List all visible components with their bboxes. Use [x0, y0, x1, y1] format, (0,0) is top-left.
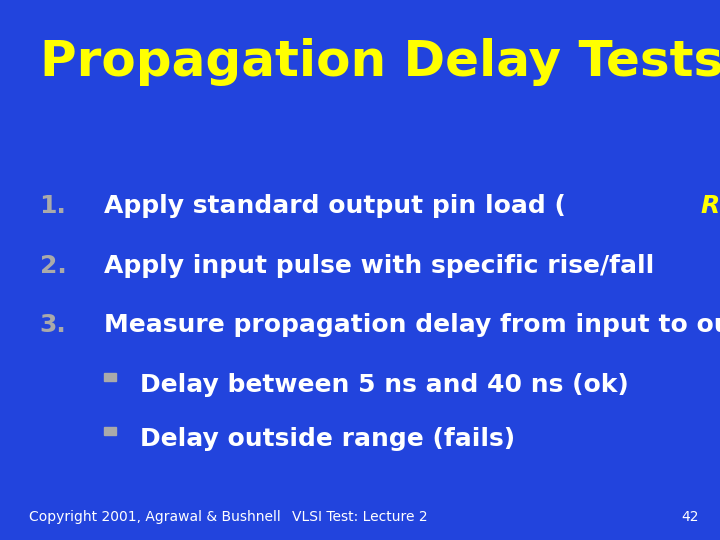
Text: 2.: 2. [40, 254, 66, 278]
Text: 1.: 1. [40, 194, 66, 218]
Bar [104, 373, 116, 381]
Text: Apply standard output pin load (: Apply standard output pin load ( [104, 194, 566, 218]
Text: VLSI Test: Lecture 2: VLSI Test: Lecture 2 [292, 510, 428, 524]
Text: 3.: 3. [40, 313, 66, 337]
Text: RC: RC [701, 194, 720, 218]
Text: Measure propagation delay from input to output: Measure propagation delay from input to … [104, 313, 720, 337]
Text: Delay outside range (fails): Delay outside range (fails) [140, 427, 516, 450]
Text: 42: 42 [681, 510, 698, 524]
Text: Apply input pulse with specific rise/fall: Apply input pulse with specific rise/fal… [104, 254, 654, 278]
Text: Propagation Delay Tests: Propagation Delay Tests [40, 38, 720, 86]
Text: Delay between 5 ns and 40 ns (ok): Delay between 5 ns and 40 ns (ok) [140, 373, 629, 396]
Bar [104, 427, 116, 435]
Text: Copyright 2001, Agrawal & Bushnell: Copyright 2001, Agrawal & Bushnell [29, 510, 281, 524]
